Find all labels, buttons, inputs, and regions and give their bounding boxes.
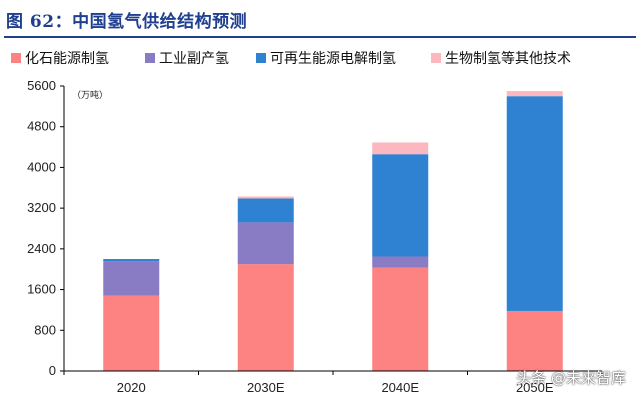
y-tick-label: 1600	[27, 282, 56, 297]
x-tick-label: 2020	[117, 380, 146, 395]
y-axis: 0 800 1600 2400 3200 4000 4800 5600	[27, 78, 65, 378]
y-tick-label: 5600	[27, 78, 56, 93]
legend-swatch	[145, 53, 155, 63]
y-tick-label: 4800	[27, 119, 56, 134]
y-tick-label: 3200	[27, 200, 56, 215]
bar-segment	[103, 295, 160, 371]
legend-swatch	[11, 53, 21, 63]
x-tick-label: 2050E	[516, 380, 554, 395]
y-tick-label: 800	[34, 322, 56, 337]
legend-label: 化石能源制氢	[25, 51, 109, 67]
legend-swatch	[431, 53, 441, 63]
bars	[103, 91, 563, 371]
chart-title: 图 62：中国氢气供给结构预测	[6, 12, 248, 32]
title-divider	[4, 36, 636, 38]
bar-segment	[237, 196, 294, 199]
legend-label: 可再生能源电解制氢	[270, 51, 396, 67]
bar-segment	[372, 142, 429, 155]
bar-segment	[103, 261, 160, 296]
bar-segment	[237, 222, 294, 265]
legend: 化石能源制氢 工业副产氢 可再生能源电解制氢 生物制氢等其他技术	[11, 50, 571, 67]
x-axis: 2020 2030E 2040E 2050E	[63, 370, 603, 395]
legend-swatch	[256, 53, 266, 63]
bar-segment	[372, 267, 429, 371]
watermark: 头条 @未来智库	[516, 369, 626, 387]
bar-segment	[506, 91, 563, 97]
bar-segment	[372, 154, 429, 257]
bar-segment	[237, 264, 294, 371]
legend-label: 工业副产氢	[159, 51, 229, 67]
bar-segment	[237, 198, 294, 223]
x-tick-label: 2030E	[247, 380, 285, 395]
x-tick-label: 2040E	[381, 380, 419, 395]
y-tick-label: 2400	[27, 241, 56, 256]
bar-segment	[506, 96, 563, 311]
bar-segment	[103, 259, 160, 262]
legend-label: 生物制氢等其他技术	[445, 50, 571, 67]
bar-segment	[506, 310, 563, 371]
y-unit-label: （万吨）	[72, 89, 108, 101]
y-tick-label: 0	[49, 363, 56, 378]
bar-segment	[372, 256, 429, 268]
y-tick-label: 4000	[27, 159, 56, 174]
